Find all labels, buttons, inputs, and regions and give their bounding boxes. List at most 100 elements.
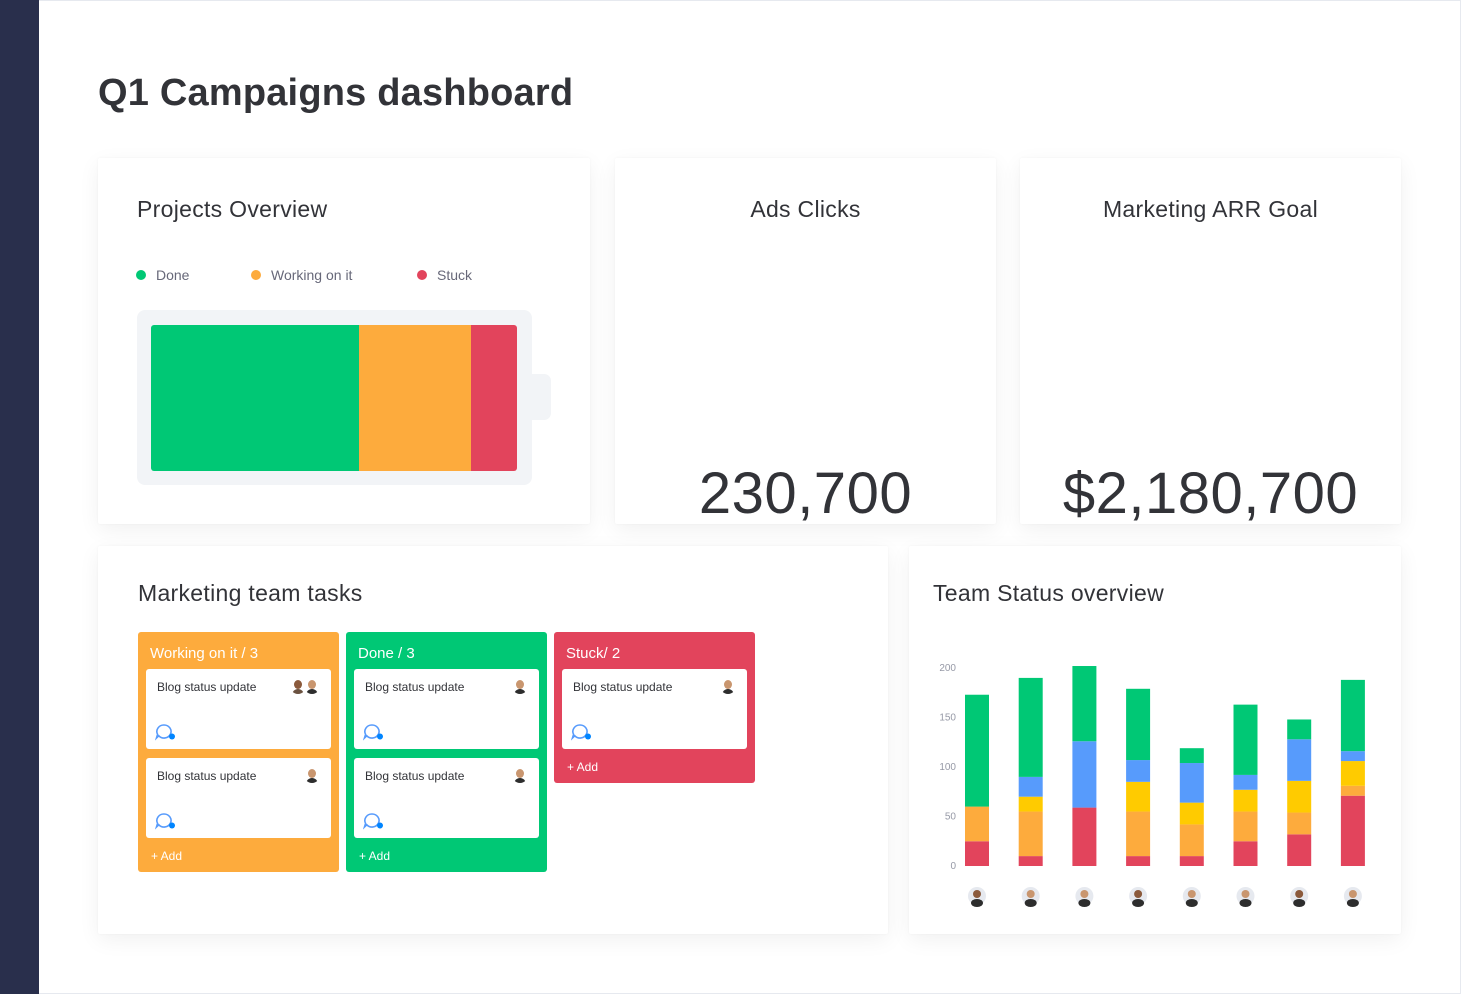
- bar-segment: [1233, 789, 1258, 812]
- task-title: Blog status update: [365, 769, 465, 783]
- battery-segment-done: [151, 325, 359, 471]
- bar-segment: [1018, 677, 1043, 777]
- task-title: Blog status update: [157, 769, 257, 783]
- bar-segment: [1018, 811, 1043, 857]
- person-avatar: [511, 766, 529, 784]
- task-assignees[interactable]: [511, 677, 529, 695]
- ads-clicks-widget: Ads Clicks 230,700: [615, 158, 996, 526]
- person-avatar-icon: [1021, 887, 1040, 907]
- y-tick-label: 150: [939, 713, 956, 724]
- projects-overview-widget: Projects Overview Done Working on it Stu…: [98, 158, 590, 524]
- arr-goal-value: $2,180,700: [1062, 461, 1359, 526]
- widget-title: Projects Overview: [137, 196, 328, 222]
- legend-item-stuck: Stuck: [417, 267, 472, 283]
- legend-label: Done: [156, 267, 190, 283]
- task-card[interactable]: Blog status update: [354, 669, 539, 749]
- bar-segment: [965, 694, 989, 807]
- y-tick-label: 200: [939, 663, 956, 674]
- task-card[interactable]: Blog status update: [146, 669, 331, 749]
- task-card[interactable]: Blog status update: [354, 758, 539, 838]
- task-assignees[interactable]: [303, 766, 321, 784]
- battery-cap: [532, 374, 551, 420]
- bar-segment: [1018, 856, 1043, 866]
- add-task-button[interactable]: + Add: [359, 849, 391, 863]
- person-avatar-icon: [1343, 887, 1362, 907]
- bar-segment: [1179, 802, 1204, 825]
- bar-segment: [965, 806, 989, 842]
- person-avatar-icon: [1129, 887, 1148, 907]
- person-avatar-icon: [1075, 887, 1094, 907]
- add-task-button[interactable]: + Add: [151, 849, 183, 863]
- column-header: Stuck/ 2: [566, 645, 621, 662]
- widget-title: Marketing team tasks: [138, 580, 363, 606]
- bar-segment: [1126, 856, 1151, 866]
- kanban-column-stuck: Stuck/ 2 Blog status update + Add: [554, 632, 755, 783]
- left-navigation-rail: [0, 0, 39, 994]
- stuck-dot-icon: [417, 270, 427, 280]
- bar-segment: [1287, 812, 1312, 835]
- battery-fill: [151, 325, 517, 471]
- widget-title: Ads Clicks: [750, 196, 861, 222]
- person-avatar-icon: [1290, 887, 1309, 907]
- task-assignees[interactable]: [289, 677, 321, 695]
- bar-segment: [1340, 751, 1365, 762]
- legend-item-working: Working on it: [251, 267, 352, 283]
- widget-title: Team Status overview: [933, 580, 1164, 606]
- marketing-tasks-widget: Marketing team tasks Working on it / 3 B…: [98, 546, 888, 934]
- legend-label: Working on it: [271, 267, 353, 283]
- y-tick-label: 0: [950, 861, 956, 872]
- bar-segment: [1340, 785, 1365, 796]
- updates-chat-icon[interactable]: [155, 812, 177, 830]
- bar-segment: [1126, 781, 1151, 812]
- widget-title: Marketing ARR Goal: [1102, 196, 1319, 222]
- bar-segment: [1126, 760, 1151, 782]
- y-tick-label: 100: [939, 762, 956, 773]
- add-task-button[interactable]: + Add: [567, 760, 599, 774]
- person-avatar: [719, 677, 737, 695]
- legend-item-done: Done: [136, 267, 189, 283]
- bar-segment: [1340, 761, 1365, 786]
- person-avatar: [303, 677, 321, 695]
- updates-chat-icon[interactable]: [155, 723, 177, 741]
- bar-segment: [1018, 776, 1043, 797]
- ads-clicks-value: 230,700: [698, 461, 913, 526]
- page-title: Q1 Campaigns dashboard: [98, 72, 574, 114]
- bar-segment: [1340, 679, 1365, 752]
- bar-segment: [965, 841, 989, 866]
- bar-segment: [1072, 741, 1097, 808]
- bar-segment: [1287, 719, 1312, 740]
- bar-segment: [1018, 796, 1043, 812]
- bar-segment: [1179, 763, 1204, 803]
- updates-chat-icon[interactable]: [571, 723, 593, 741]
- bar-segment: [1340, 795, 1365, 866]
- task-assignees[interactable]: [511, 766, 529, 784]
- person-avatar: [511, 677, 529, 695]
- bar-segment: [1287, 834, 1312, 866]
- column-header: Working on it / 3: [150, 645, 259, 662]
- bar-segment: [1179, 824, 1204, 857]
- bar-segment: [1126, 688, 1151, 761]
- status-legend: Done Working on it Stuck: [136, 267, 536, 285]
- task-card[interactable]: Blog status update: [562, 669, 747, 749]
- team-status-widget: Team Status overview 0 50 100 150 200: [909, 546, 1401, 934]
- kanban-column-done: Done / 3 Blog status update Blog status …: [346, 632, 547, 872]
- y-tick-label: 50: [945, 812, 957, 823]
- person-avatar-icon: [1182, 887, 1201, 907]
- updates-chat-icon[interactable]: [363, 812, 385, 830]
- bar-segment: [1072, 807, 1097, 866]
- task-title: Blog status update: [365, 680, 465, 694]
- updates-chat-icon[interactable]: [363, 723, 385, 741]
- task-title: Blog status update: [157, 680, 257, 694]
- bar-segment: [1233, 704, 1258, 775]
- bar-segment: [1233, 841, 1258, 866]
- person-avatar: [303, 766, 321, 784]
- bar-segment: [1179, 856, 1204, 866]
- task-card[interactable]: Blog status update: [146, 758, 331, 838]
- task-assignees[interactable]: [719, 677, 737, 695]
- battery-chart: [137, 310, 532, 485]
- bar-segment: [1126, 811, 1151, 857]
- bar-segment: [1287, 739, 1312, 781]
- bar-segment: [1179, 748, 1204, 764]
- team-status-chart: 0 50 100 150 200: [939, 663, 1365, 907]
- arr-goal-widget: Marketing ARR Goal $2,180,700: [1020, 158, 1401, 526]
